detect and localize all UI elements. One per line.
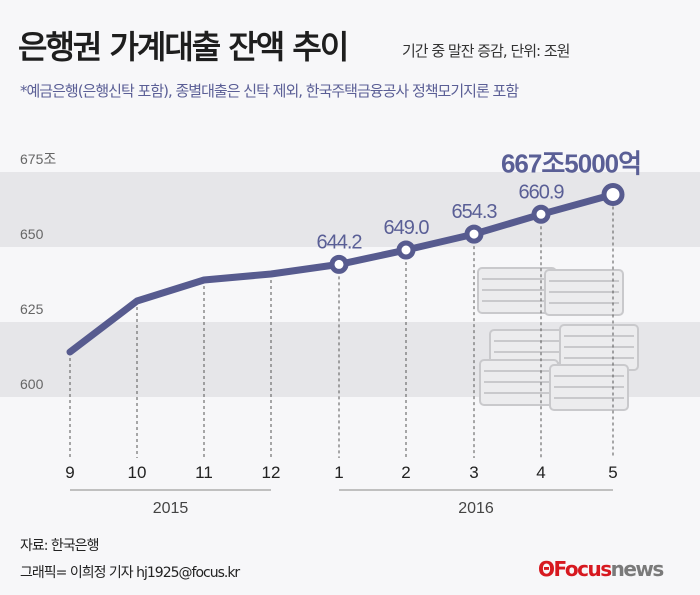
x-tick-label: 1 xyxy=(334,463,343,482)
data-point xyxy=(464,224,484,244)
x-tick-label: 4 xyxy=(536,463,545,482)
x-tick-label: 2 xyxy=(401,463,410,482)
x-tick-label: 5 xyxy=(608,463,617,482)
x-tick-label: 12 xyxy=(262,463,281,482)
source-text: 자료: 한국은행 xyxy=(20,538,99,554)
data-point xyxy=(396,240,416,260)
data-label: 654.3 xyxy=(451,201,497,223)
logo-brand-focus: Focus xyxy=(553,557,613,581)
data-label: 644.2 xyxy=(316,231,362,253)
logo-mark-icon: Θ xyxy=(538,557,555,581)
x-tick-label: 9 xyxy=(65,463,74,482)
chart-title: 은행권 가계대출 잔액 추이 xyxy=(18,28,349,66)
chart-subtitle: 기간 중 말잔 증감, 단위: 조원 xyxy=(402,42,570,60)
year-label: 2016 xyxy=(458,500,494,517)
y-tick-label: 675조 xyxy=(20,151,56,167)
data-point xyxy=(531,204,551,224)
data-label: 660.9 xyxy=(518,181,564,203)
focusnews-logo: ΘFocusnews xyxy=(538,557,665,581)
y-tick-label: 650 xyxy=(20,226,44,242)
data-point xyxy=(601,183,625,206)
x-tick-label: 11 xyxy=(195,463,213,482)
y-tick-label: 600 xyxy=(20,376,44,392)
data-label: 649.0 xyxy=(383,217,429,239)
x-tick-label: 3 xyxy=(469,463,478,482)
credit-text: 그래픽= 이희정 기자 hj1925@focus.kr xyxy=(20,565,240,581)
grid-band xyxy=(0,172,700,247)
chart-note: *예금은행(은행신탁 포함), 종별대출은 신탁 제외, 한국주택금융공사 정책… xyxy=(20,82,519,100)
money-stack-icon xyxy=(477,267,639,411)
logo-brand-news: news xyxy=(610,557,665,581)
data-label: 667조5000억 xyxy=(501,149,641,179)
y-tick-label: 625 xyxy=(20,301,44,317)
year-label: 2015 xyxy=(153,500,189,517)
data-point xyxy=(329,254,349,274)
x-tick-label: 10 xyxy=(128,463,147,482)
